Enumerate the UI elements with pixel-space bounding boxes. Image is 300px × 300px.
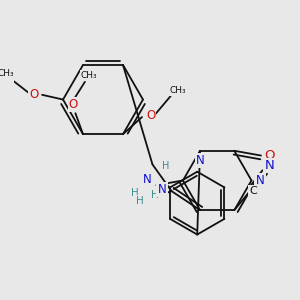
Text: CH₃: CH₃ bbox=[170, 86, 187, 95]
Text: CH₃: CH₃ bbox=[80, 71, 97, 80]
Text: H: H bbox=[162, 161, 169, 171]
Text: C: C bbox=[250, 186, 257, 196]
Text: N: N bbox=[256, 174, 264, 187]
Text: O: O bbox=[69, 98, 78, 111]
Text: O: O bbox=[29, 88, 38, 101]
Text: N: N bbox=[265, 159, 275, 172]
Text: H: H bbox=[136, 196, 144, 206]
Text: N: N bbox=[158, 183, 166, 196]
Text: O: O bbox=[146, 109, 155, 122]
Text: CH₃: CH₃ bbox=[0, 69, 14, 78]
Text: O: O bbox=[264, 149, 275, 162]
Text: N: N bbox=[196, 154, 204, 167]
Text: N: N bbox=[142, 173, 151, 186]
Text: H: H bbox=[131, 188, 139, 198]
Text: H: H bbox=[151, 190, 158, 200]
